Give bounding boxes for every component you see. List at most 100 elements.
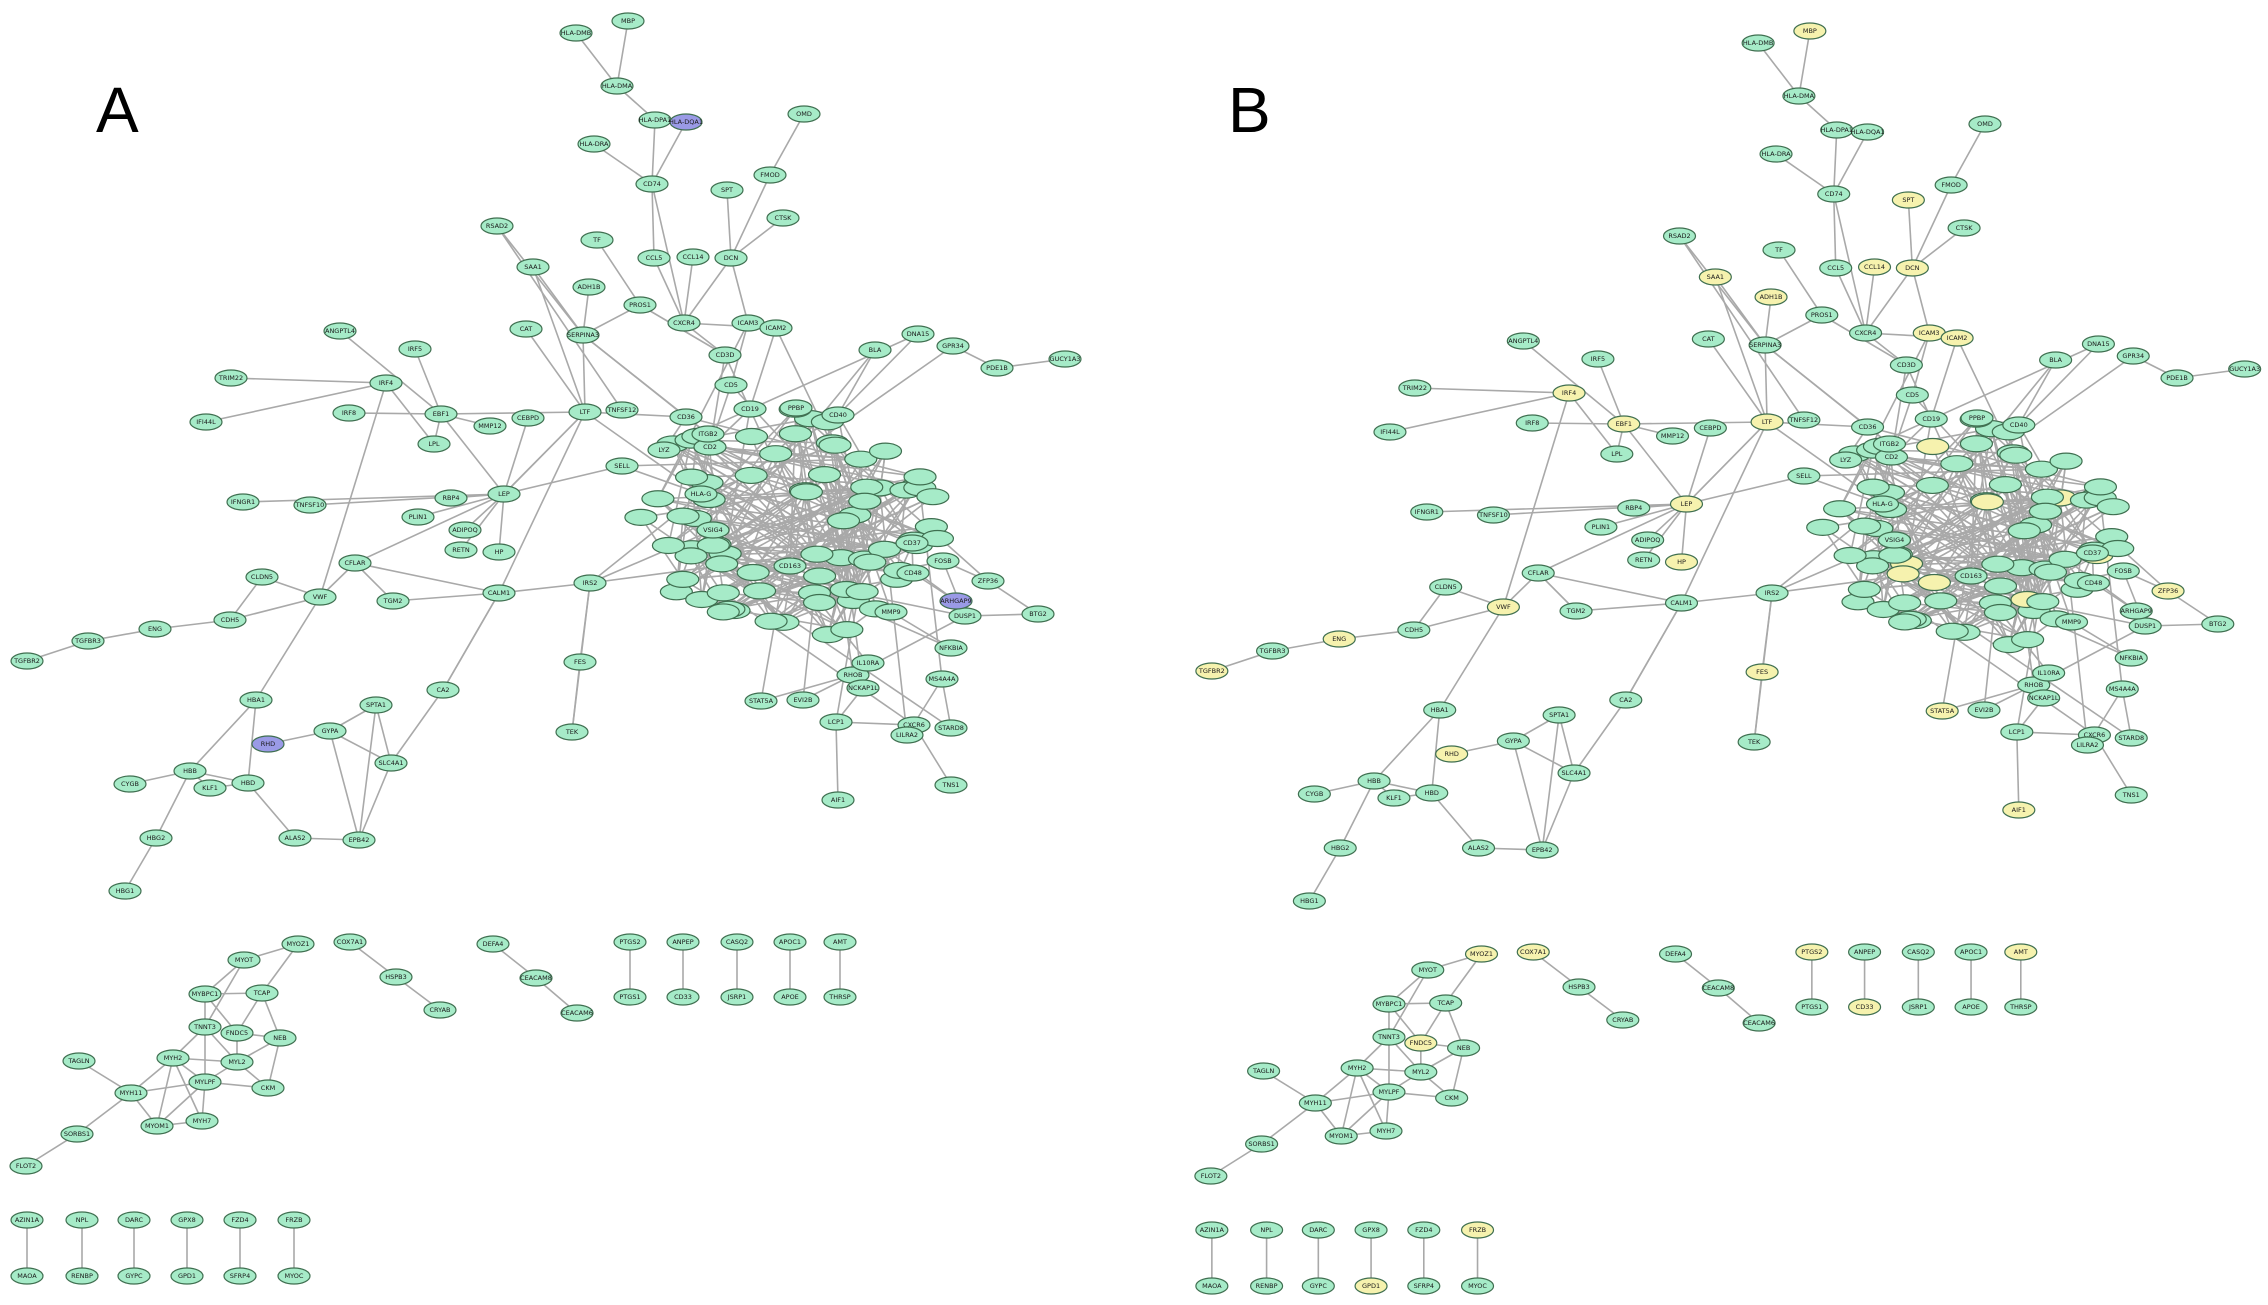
node-shape xyxy=(1662,227,1697,245)
panel-b-edge xyxy=(1445,953,1483,1004)
node-shape xyxy=(971,572,1005,590)
panel-b-cluster-node xyxy=(2007,522,2041,540)
node-shape xyxy=(1850,123,1885,141)
node-label: FNDC5 xyxy=(226,1029,248,1037)
node-shape xyxy=(560,1004,594,1022)
panel-b-node: NPL xyxy=(1249,1221,1284,1239)
node-shape xyxy=(2004,998,2038,1016)
node-shape xyxy=(1847,580,1881,598)
panel-a-edge xyxy=(309,493,505,506)
panel-b-edge xyxy=(1941,684,2034,712)
panel-b-node: TCAP xyxy=(1429,994,1463,1012)
node-label: ARHGAP9 xyxy=(940,597,971,605)
node-label: MYH2 xyxy=(1348,1064,1367,1072)
panel-b-node: TGM2 xyxy=(1559,602,1593,620)
node-label: IRF8 xyxy=(1525,419,1539,427)
node-shape xyxy=(1506,332,1540,350)
panel-b-node: CD74 xyxy=(1817,185,1851,203)
panel-b-node: TNFSF12 xyxy=(1787,411,1821,429)
panel-a-edge xyxy=(653,257,685,324)
panel-b-node: PDE1B xyxy=(2160,369,2194,387)
node-shape xyxy=(1525,841,1559,859)
node-label: MS4A4A xyxy=(929,675,956,683)
panel-b-node: CEACAM6 xyxy=(1742,1014,1776,1032)
panel-a-node: ADIPOQ xyxy=(448,521,482,539)
panel-a-node: TGFBR2 xyxy=(10,652,44,670)
node-label: CEBPD xyxy=(517,414,539,422)
panel-a-edge xyxy=(730,174,771,259)
node-label: LTF xyxy=(1762,418,1773,426)
node-label: LPL xyxy=(428,440,440,448)
node-label: LYZ xyxy=(1840,456,1852,464)
node-shape xyxy=(71,632,105,650)
node-label: GUCY1A3 xyxy=(1050,355,1081,363)
panel-a-cluster-link xyxy=(722,592,915,726)
panel-a-node: MYOT xyxy=(227,951,261,969)
node-shape xyxy=(10,1267,44,1285)
panel-a-cluster-node xyxy=(674,547,708,565)
node-label: FZD4 xyxy=(231,1216,248,1224)
panel-b-node: GYPA xyxy=(1496,732,1530,750)
panel-a-cluster-node xyxy=(734,427,769,446)
node-label: CD74 xyxy=(1825,190,1843,198)
node-shape xyxy=(1446,1039,1481,1057)
node-label: HLA-DPA1 xyxy=(639,116,671,124)
panel-a-node: LYZ xyxy=(647,441,681,459)
panel-a-node: PROS1 xyxy=(623,296,657,314)
node-shape xyxy=(1486,598,1521,616)
panel-a-edge xyxy=(385,382,435,445)
panel-a-node: APOC1 xyxy=(773,933,807,951)
node-shape xyxy=(1323,839,1357,857)
node-label: GPD1 xyxy=(178,1272,196,1280)
panel-b-node: CD5 xyxy=(1895,386,1929,404)
node-label: DEFA4 xyxy=(1665,950,1686,958)
panel-b-node: ANGPTL4 xyxy=(1506,332,1540,350)
panel-b-edge xyxy=(1911,184,1952,269)
node-label: MYL2 xyxy=(228,1058,245,1066)
node-shape xyxy=(1423,701,1457,719)
panel-b-cluster-edge xyxy=(1849,449,1874,556)
node-shape xyxy=(1298,1094,1332,1112)
panel-b-node: CAT xyxy=(1691,330,1725,348)
node-label: BLA xyxy=(2049,356,2062,364)
node-label: MMP12 xyxy=(478,422,501,430)
panel-a-cluster-edge xyxy=(667,439,692,546)
panel-a-edge xyxy=(837,333,919,416)
node-label: PDE1B xyxy=(986,364,1008,372)
panel-b-node: LCP1 xyxy=(2000,723,2034,741)
node-label: AZIN1A xyxy=(15,1216,40,1224)
panel-b-node: FNDC5 xyxy=(1404,1034,1438,1052)
node-label: LEP xyxy=(1681,500,1693,508)
node-label: ITGB2 xyxy=(1880,440,1900,448)
node-label: TNNT3 xyxy=(1377,1033,1400,1041)
panel-a-edge xyxy=(375,704,392,764)
panel-b-edge xyxy=(1778,249,1823,316)
node-shape xyxy=(1954,567,1988,585)
panel-b-node: VSIG4 xyxy=(1877,531,1912,549)
panel-b-node: PPBP xyxy=(1960,409,1994,427)
panel-a-node: CKM xyxy=(251,1079,285,1097)
node-label: ADIPOQ xyxy=(1635,536,1661,544)
panel-b-edge xyxy=(1930,337,1958,420)
panel-b-cluster-node xyxy=(2048,550,2082,568)
node-shape xyxy=(566,326,600,344)
node-label: TNFSF12 xyxy=(1789,416,1819,424)
panel-b-cluster-node xyxy=(1823,500,1857,518)
node-label: GYPA xyxy=(322,727,339,735)
panel-b-node: CTSK xyxy=(1947,219,1981,237)
node-label: TGFBR2 xyxy=(13,657,40,665)
panel-b-node: FOSB xyxy=(2106,562,2140,580)
node-shape xyxy=(1925,702,1959,720)
node-label: TGFBR3 xyxy=(1259,647,1286,655)
node-shape xyxy=(858,341,892,359)
panel-a-cluster-node xyxy=(868,442,903,460)
panel-b-cluster-node xyxy=(2024,460,2059,478)
panel-a-cluster-link xyxy=(621,458,861,467)
panel-a-node: FLOT2 xyxy=(9,1157,43,1175)
panel-a-node: PLIN1 xyxy=(401,508,435,526)
panel-a-edge xyxy=(498,493,505,553)
panel-a-node: DCN xyxy=(714,249,748,267)
panel-a-edge xyxy=(440,413,505,495)
panel-b-node: ENG xyxy=(1322,630,1356,648)
node-label: CCL5 xyxy=(1827,264,1844,272)
